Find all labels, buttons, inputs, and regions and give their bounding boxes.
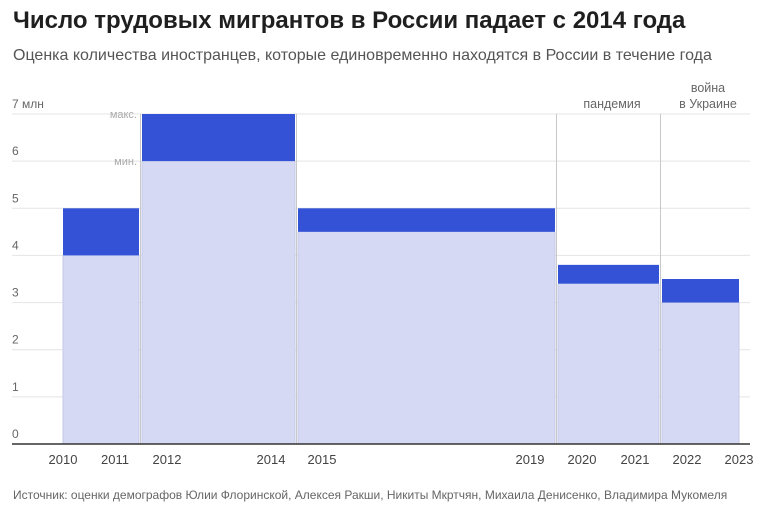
y-tick-label: 5 [12, 191, 19, 205]
x-tick-label: 2011 [101, 452, 129, 467]
bar-max-range [662, 279, 739, 303]
chart-subtitle: Оценка количества иностранцев, которые е… [13, 47, 712, 64]
bar-group [297, 208, 556, 444]
bar-group [557, 264, 660, 444]
bar-max-range [63, 208, 139, 256]
y-tick-label: 7 млн [12, 97, 44, 111]
y-tick-label: 1 [12, 380, 19, 394]
bar-min [63, 255, 139, 444]
bar-max-range [298, 208, 555, 232]
bar-min [662, 302, 739, 444]
y-tick-label: 0 [12, 427, 19, 441]
x-tick-label: 2021 [621, 452, 650, 467]
x-tick-label: 2014 [257, 452, 286, 467]
range-label-max: макс. [110, 109, 137, 121]
bar-group [661, 279, 740, 444]
bar-group [141, 114, 296, 444]
chart-title: Число трудовых мигрантов в России падает… [13, 7, 686, 34]
x-tick-label: 2023 [725, 452, 754, 467]
bar-max-range [142, 114, 295, 162]
y-tick-label: 6 [12, 144, 19, 158]
x-tick-label: 2012 [153, 452, 182, 467]
annotation-label: в Украине [679, 97, 737, 111]
x-tick-label: 2022 [673, 452, 702, 467]
y-tick-label: 4 [12, 238, 19, 252]
bar-max-range [558, 264, 659, 284]
y-tick-label: 2 [12, 333, 19, 347]
x-tick-label: 2020 [568, 452, 597, 467]
bar-group [62, 208, 140, 444]
y-tick-label: 3 [12, 286, 19, 300]
x-tick-label: 2010 [49, 452, 78, 467]
bar-min [298, 231, 555, 444]
source-note: Источник: оценки демографов Юлии Флоринс… [13, 488, 728, 502]
bar-min [142, 161, 295, 444]
x-tick-label: 2015 [308, 452, 337, 467]
annotation-label: пандемия [583, 97, 640, 111]
bar-min [558, 283, 659, 444]
range-label-min: мин. [114, 156, 137, 168]
annotation-label: война [691, 81, 725, 95]
x-tick-label: 2019 [516, 452, 545, 467]
